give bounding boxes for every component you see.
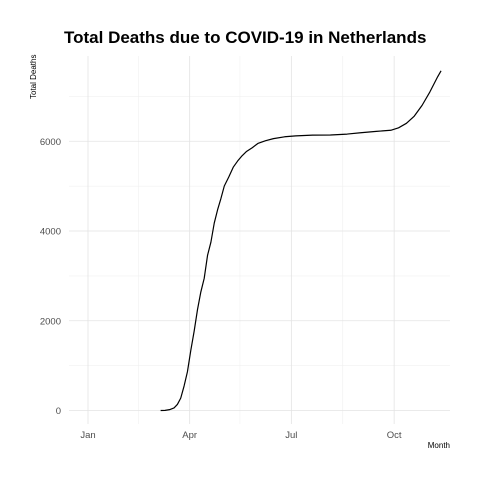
grid — [69, 56, 450, 424]
x-axis-label: Month — [428, 441, 450, 450]
x-tick-label: Jul — [285, 430, 297, 441]
y-tick-label: 6000 — [40, 137, 61, 148]
chart-title: Total Deaths due to COVID-19 in Netherla… — [64, 28, 426, 47]
y-axis-ticks: 0 2000 4000 6000 — [40, 137, 61, 417]
x-tick-label: Apr — [182, 430, 197, 441]
y-axis-label: Total Deaths — [29, 55, 38, 99]
series-line — [160, 70, 442, 412]
x-tick-label: Oct — [387, 430, 402, 441]
y-tick-label: 2000 — [40, 316, 61, 327]
x-axis-ticks: Jan Apr Jul Oct — [80, 430, 402, 441]
y-tick-label: 0 — [56, 406, 61, 417]
data-points — [111, 71, 441, 411]
y-tick-label: 4000 — [40, 227, 61, 238]
x-tick-label: Jan — [80, 430, 95, 441]
